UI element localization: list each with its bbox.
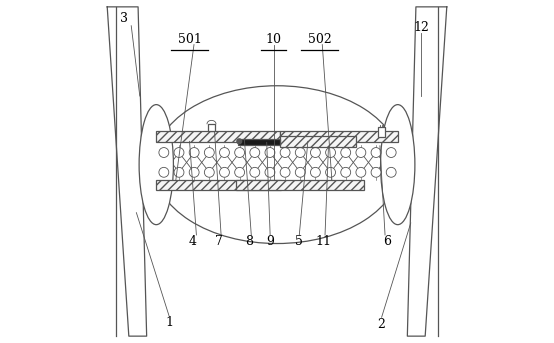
- Bar: [236, 180, 365, 190]
- Circle shape: [280, 147, 290, 157]
- Circle shape: [295, 147, 305, 157]
- Circle shape: [326, 167, 336, 177]
- Circle shape: [219, 147, 229, 157]
- Text: 5: 5: [295, 235, 303, 248]
- Circle shape: [326, 147, 336, 157]
- Circle shape: [265, 167, 275, 177]
- Ellipse shape: [139, 105, 173, 225]
- Text: 2: 2: [378, 318, 386, 331]
- Circle shape: [310, 167, 320, 177]
- Bar: [156, 131, 280, 142]
- Text: 3: 3: [120, 12, 129, 25]
- Circle shape: [174, 147, 184, 157]
- Text: 7: 7: [215, 235, 223, 248]
- Circle shape: [204, 147, 214, 157]
- Text: 11: 11: [315, 235, 331, 248]
- Circle shape: [189, 167, 199, 177]
- Circle shape: [250, 167, 260, 177]
- Text: 6: 6: [383, 235, 391, 248]
- Circle shape: [356, 147, 366, 157]
- Circle shape: [356, 167, 366, 177]
- Circle shape: [371, 147, 381, 157]
- Circle shape: [219, 167, 229, 177]
- Text: 12: 12: [413, 21, 429, 34]
- Circle shape: [341, 147, 351, 157]
- Bar: [238, 139, 280, 145]
- Circle shape: [159, 147, 169, 157]
- Text: 502: 502: [308, 33, 332, 46]
- Circle shape: [174, 167, 184, 177]
- Circle shape: [371, 167, 381, 177]
- Text: 501: 501: [178, 33, 202, 46]
- Circle shape: [189, 147, 199, 157]
- Text: 10: 10: [265, 33, 281, 46]
- Circle shape: [341, 167, 351, 177]
- Text: 4: 4: [189, 235, 197, 248]
- Circle shape: [235, 167, 244, 177]
- Circle shape: [295, 167, 305, 177]
- Bar: [378, 127, 385, 137]
- Circle shape: [235, 147, 244, 157]
- Ellipse shape: [381, 105, 415, 225]
- Circle shape: [386, 167, 396, 177]
- Circle shape: [237, 139, 242, 144]
- Bar: [208, 124, 216, 131]
- Circle shape: [159, 167, 169, 177]
- Bar: [156, 180, 281, 190]
- Bar: [280, 136, 356, 147]
- Circle shape: [204, 167, 214, 177]
- Circle shape: [280, 167, 290, 177]
- Text: 9: 9: [266, 235, 274, 248]
- Circle shape: [265, 147, 275, 157]
- Circle shape: [386, 147, 396, 157]
- Polygon shape: [407, 7, 447, 336]
- Text: 8: 8: [245, 235, 254, 248]
- Bar: [280, 131, 398, 142]
- Ellipse shape: [153, 86, 401, 244]
- Polygon shape: [107, 7, 147, 336]
- Circle shape: [250, 147, 260, 157]
- Text: 1: 1: [165, 316, 173, 329]
- Circle shape: [310, 147, 320, 157]
